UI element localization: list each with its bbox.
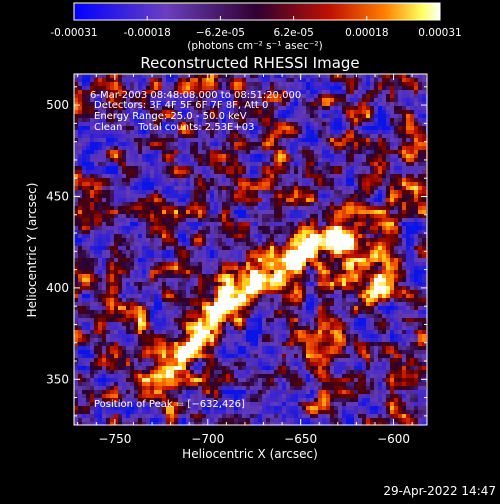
y-tick-label: 350 [46, 372, 69, 386]
y-axis-label: Heliocentric Y (arcsec) [25, 183, 39, 318]
y-tick-label: 450 [46, 189, 69, 203]
colorbar [74, 3, 440, 20]
colorbar-tick-label: 6.2e-05 [273, 27, 313, 39]
x-tick-label: −600 [377, 432, 410, 446]
x-tick-label: −750 [98, 432, 131, 446]
colorbar-tick-label: -0.00031 [50, 27, 97, 39]
colorbar-tick-label: -0.00018 [124, 27, 171, 39]
peak-position-label: Position of Peak = [−632,426] [94, 399, 245, 410]
info-line-detectors: Detectors: 3F 4F 5F 6F 7F 8F, Att 0 [94, 100, 268, 111]
info-line-energy: Energy Range: 25.0 - 50.0 keV [94, 111, 247, 122]
y-tick-label: 400 [46, 281, 69, 295]
colorbar-units-label: (photons cm⁻² s⁻¹ asec⁻²) [187, 40, 322, 52]
colorbar-tick-label: 0.00018 [345, 27, 388, 39]
colorbar-tick-label: 0.00031 [418, 27, 461, 39]
colorbar-tick-label: −6.2e-05 [196, 27, 245, 39]
x-axis-label: Heliocentric X (arcsec) [182, 447, 318, 461]
footer-timestamp: 29-Apr-2022 14:47 [383, 484, 496, 498]
x-tick-label: −650 [284, 432, 317, 446]
y-tick-label: 500 [46, 98, 69, 112]
chart-title: Reconstructed RHESSI Image [140, 54, 359, 72]
info-line-counts: Clean Total counts: 2.53E+03 [94, 122, 254, 133]
x-tick-label: −700 [191, 432, 224, 446]
